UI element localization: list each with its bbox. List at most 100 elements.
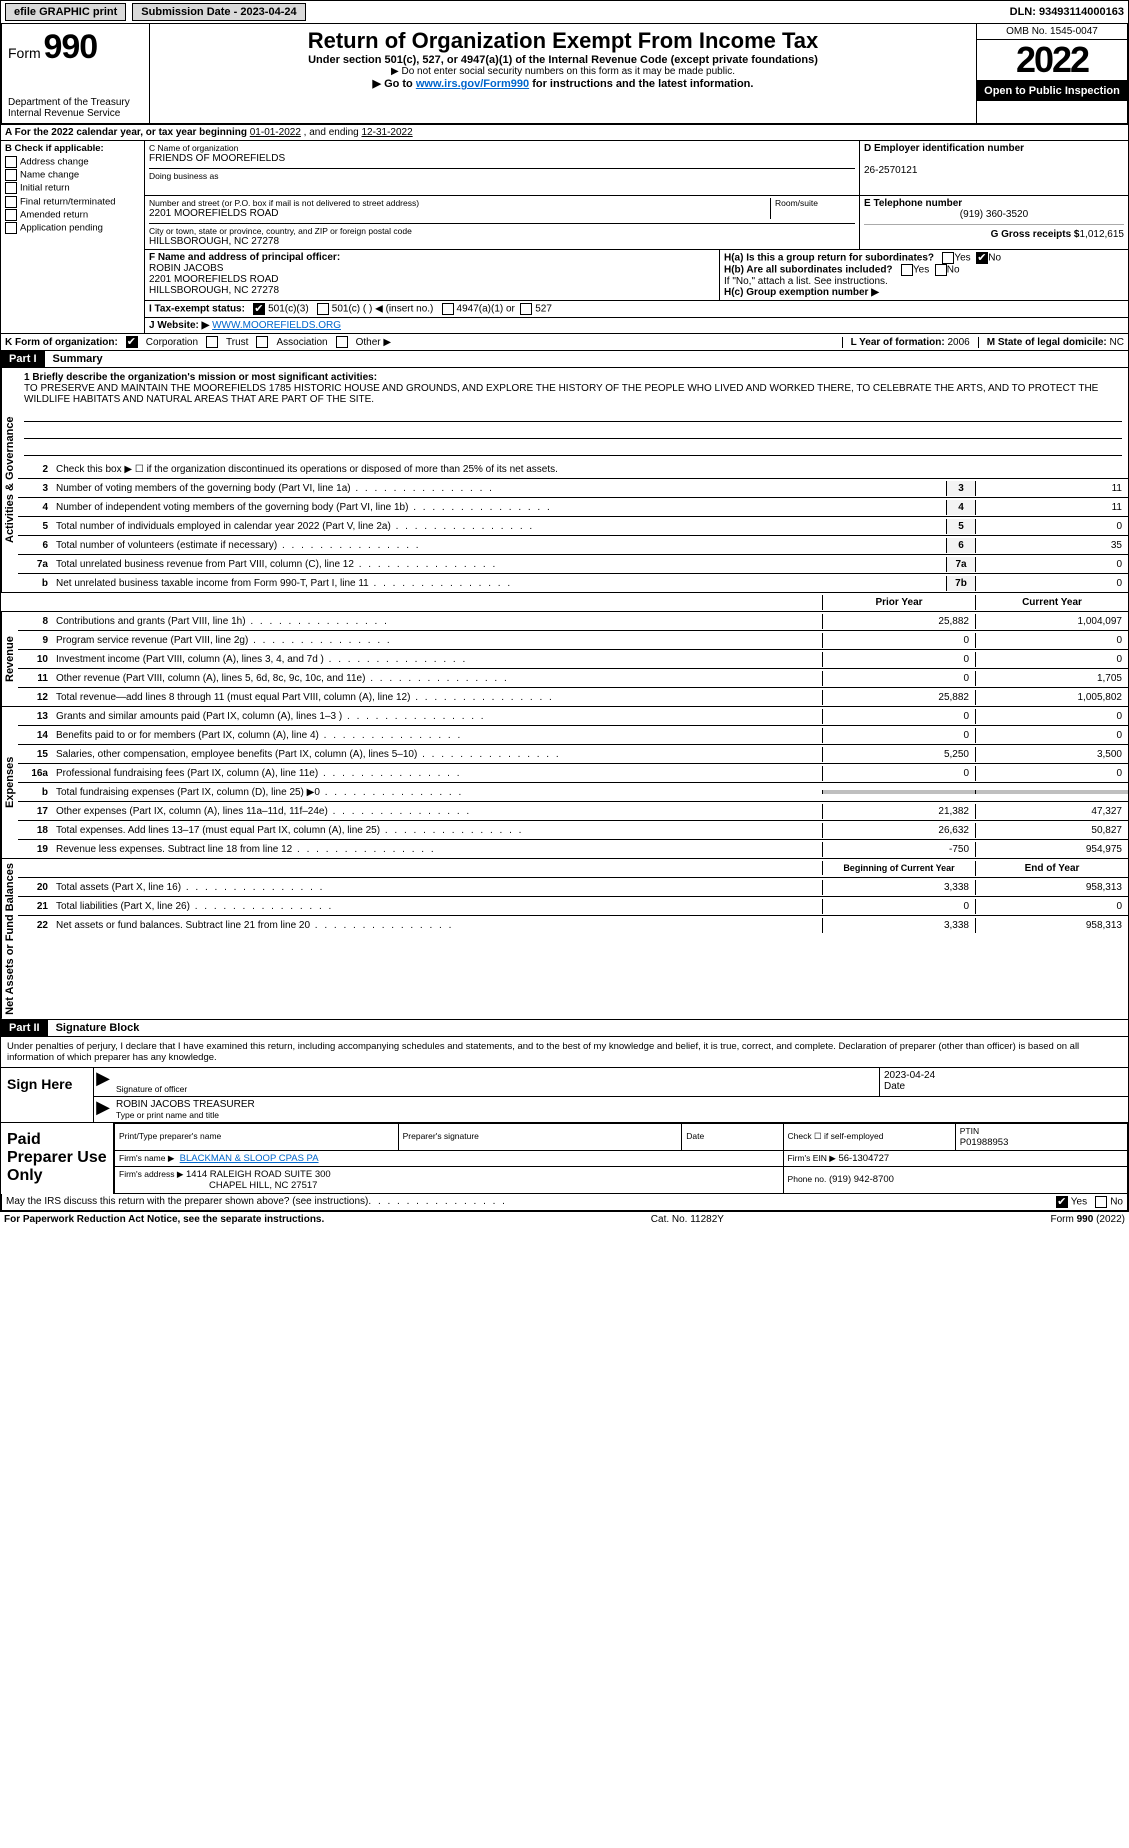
i-501c3-checkbox[interactable]	[253, 303, 265, 315]
discuss-yes-checkbox[interactable]	[1056, 1196, 1068, 1208]
section-e-g: E Telephone number (919) 360-3520 G Gros…	[860, 196, 1128, 249]
line-value: 11	[975, 481, 1128, 496]
k-trust-checkbox[interactable]	[206, 336, 218, 348]
telephone-value: (919) 360-3520	[864, 209, 1124, 220]
section-f: F Name and address of principal officer:…	[145, 250, 720, 300]
sig-date-cell: 2023-04-24 Date	[879, 1068, 1128, 1096]
ha-label: H(a) Is this a group return for subordin…	[724, 253, 934, 264]
mission-label: 1 Briefly describe the organization's mi…	[24, 372, 377, 383]
row-a-pre: A For the 2022 calendar year, or tax yea…	[5, 127, 250, 138]
line-value: 0	[975, 576, 1128, 591]
checkbox-name-change[interactable]	[5, 169, 17, 181]
hc-label: H(c) Group exemption number ▶	[724, 287, 879, 298]
table-row: bNet unrelated business taxable income f…	[18, 574, 1128, 592]
b-item-2: Initial return	[20, 183, 70, 194]
e-label: E Telephone number	[864, 198, 962, 209]
form-number: 990	[43, 28, 97, 66]
ha-no-checkbox[interactable]	[976, 252, 988, 264]
form-header-left: Form 990 Department of the Treasury Inte…	[2, 24, 150, 123]
i-4947-checkbox[interactable]	[442, 303, 454, 315]
i-4947: 4947(a)(1) or	[457, 304, 515, 315]
discuss-no-checkbox[interactable]	[1095, 1196, 1107, 1208]
section-h: H(a) Is this a group return for subordin…	[720, 250, 1128, 300]
hb-yes: Yes	[913, 265, 929, 276]
prior-year-value: 25,882	[822, 614, 975, 629]
current-year-value: 0	[975, 633, 1128, 648]
checkbox-amended-return[interactable]	[5, 209, 17, 221]
i-501c: 501(c) ( ) ◀ (insert no.)	[332, 304, 434, 315]
k-corp-checkbox[interactable]	[126, 336, 138, 348]
line-num: b	[18, 785, 52, 800]
ha-yes-checkbox[interactable]	[942, 252, 954, 264]
table-row: 10Investment income (Part VIII, column (…	[18, 650, 1128, 669]
submission-date-button[interactable]: Submission Date - 2023-04-24	[132, 3, 305, 21]
submission-date-label: Submission Date -	[141, 6, 240, 18]
prior-year-value: -750	[822, 842, 975, 857]
header-block: B Check if applicable: Address change Na…	[0, 141, 1129, 334]
line-num: 13	[18, 709, 52, 724]
prior-year-value: 0	[822, 728, 975, 743]
arrow-icon: ▶	[94, 1068, 112, 1096]
hb-no-checkbox[interactable]	[935, 264, 947, 276]
prior-year-value: 5,250	[822, 747, 975, 762]
type-name-label: Type or print name and title	[116, 1110, 1124, 1120]
tax-year: 2022	[977, 40, 1127, 81]
current-year-value: 1,005,802	[975, 690, 1128, 705]
line-num: 21	[18, 899, 52, 914]
section-c: C Name of organization FRIENDS OF MOOREF…	[145, 141, 860, 196]
current-year-value: 1,705	[975, 671, 1128, 686]
prior-year-value: 0	[822, 671, 975, 686]
gross-receipts: 1,012,615	[1080, 229, 1125, 240]
line-desc: Total unrelated business revenue from Pa…	[52, 557, 946, 572]
table-row: 17Other expenses (Part IX, column (A), l…	[18, 802, 1128, 821]
form-header-right: OMB No. 1545-0047 2022 Open to Public In…	[976, 24, 1127, 123]
l-value: 2006	[947, 337, 969, 348]
table-row: 6Total number of volunteers (estimate if…	[18, 536, 1128, 555]
form-label: Form	[8, 45, 41, 61]
prior-year-value: 0	[822, 709, 975, 724]
form-header-center: Return of Organization Exempt From Incom…	[150, 24, 976, 123]
sig-date: 2023-04-24	[884, 1070, 1124, 1081]
line-num: b	[18, 576, 52, 591]
summary-governance: Activities & Governance 1 Briefly descri…	[0, 368, 1129, 593]
efile-button[interactable]: efile GRAPHIC print	[5, 3, 126, 21]
prep-h1: Print/Type preparer's name	[119, 1131, 221, 1141]
table-row: 16aProfessional fundraising fees (Part I…	[18, 764, 1128, 783]
line-desc: Investment income (Part VIII, column (A)…	[52, 652, 822, 667]
hb-yes-checkbox[interactable]	[901, 264, 913, 276]
i-501c-checkbox[interactable]	[317, 303, 329, 315]
part-ii-label: Part II	[1, 1020, 48, 1036]
line-num: 19	[18, 842, 52, 857]
firm-label: Firm's name ▶	[119, 1153, 174, 1163]
line-value: 35	[975, 538, 1128, 553]
checkbox-final-return[interactable]	[5, 196, 17, 208]
prior-year-value: 0	[822, 899, 975, 914]
line-desc: Revenue less expenses. Subtract line 18 …	[52, 842, 822, 857]
row-a-tax-year: A For the 2022 calendar year, or tax yea…	[0, 125, 1129, 141]
current-year-value: 0	[975, 766, 1128, 781]
dln-label: DLN:	[1010, 6, 1039, 18]
i-527-checkbox[interactable]	[520, 303, 532, 315]
sign-here-label: Sign Here	[1, 1068, 94, 1122]
checkbox-initial-return[interactable]	[5, 182, 17, 194]
prior-year-value: 0	[822, 652, 975, 667]
table-row: 8Contributions and grants (Part VIII, li…	[18, 612, 1128, 631]
b-item-3: Final return/terminated	[20, 196, 116, 207]
current-year-value: 1,004,097	[975, 614, 1128, 629]
k-other-checkbox[interactable]	[336, 336, 348, 348]
prior-year-value	[822, 790, 975, 794]
k-assoc-checkbox[interactable]	[256, 336, 268, 348]
firm-name-link[interactable]: BLACKMAN & SLOOP CPAS PA	[180, 1153, 319, 1164]
part-ii-title: Signature Block	[48, 1020, 148, 1036]
checkbox-application-pending[interactable]	[5, 222, 17, 234]
firm-ein-label: Firm's EIN ▶	[788, 1153, 836, 1163]
line-num: 7a	[18, 557, 52, 572]
b-item-0: Address change	[20, 156, 89, 167]
instructions-link[interactable]: www.irs.gov/Form990	[416, 78, 529, 90]
checkbox-address-change[interactable]	[5, 156, 17, 168]
irs-label: Internal Revenue Service	[8, 108, 143, 119]
form-subtitle-2: ▶ Do not enter social security numbers o…	[158, 66, 968, 77]
website-link[interactable]: WWW.MOOREFIELDS.ORG	[212, 320, 341, 331]
line-num: 8	[18, 614, 52, 629]
footer-left: For Paperwork Reduction Act Notice, see …	[4, 1214, 324, 1225]
